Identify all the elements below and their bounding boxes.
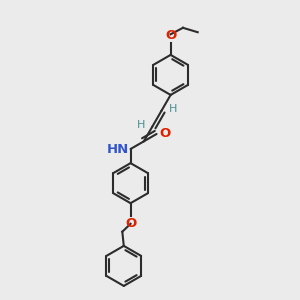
Text: H: H	[136, 120, 145, 130]
Text: O: O	[125, 217, 136, 230]
Text: H: H	[169, 104, 177, 114]
Text: O: O	[160, 128, 171, 140]
Text: O: O	[165, 28, 176, 42]
Text: HN: HN	[107, 142, 129, 155]
